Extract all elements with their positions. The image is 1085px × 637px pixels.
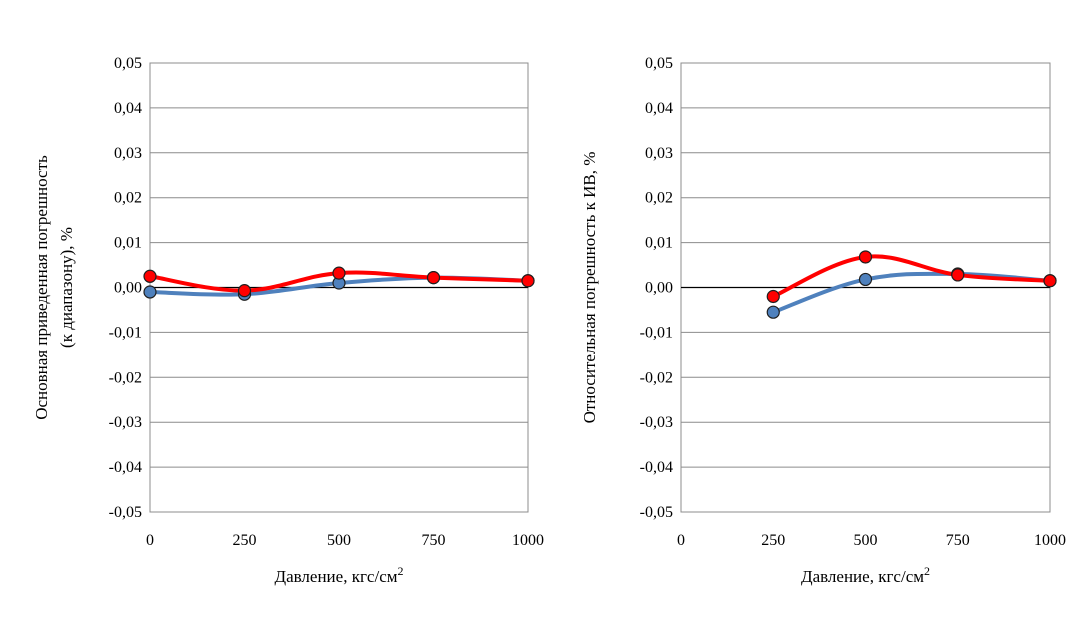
y-tick-label: 0,02: [645, 190, 673, 207]
y-tick-label: 0,04: [114, 100, 142, 117]
y-axis-title: Основная приведенная погрешность: [32, 155, 51, 420]
y-tick-label: 0,03: [645, 145, 673, 162]
x-tick-label: 500: [854, 532, 878, 549]
x-tick-label: 250: [233, 532, 257, 549]
y-tick-label: 0,01: [645, 235, 673, 252]
data-point-series-0: [858, 272, 873, 287]
data-point-series-0: [143, 285, 157, 299]
x-tick-label: 1000: [1034, 532, 1066, 549]
x-tick-label: 250: [761, 532, 785, 549]
data-point-series-1: [426, 271, 441, 285]
x-tick-label: 500: [327, 532, 351, 549]
y-tick-label: 0,03: [114, 145, 142, 162]
y-tick-label: -0,04: [109, 459, 142, 476]
series-line-1: [771, 254, 1052, 299]
x-tick-label: 0: [146, 532, 154, 549]
x-axis-title-superscript: 2: [398, 564, 404, 578]
x-axis-title: Давление, кгс/см2: [801, 564, 930, 586]
data-point-series-1: [143, 269, 157, 283]
y-axis-title: Относительная погрешность к ИВ, %: [580, 152, 599, 424]
chart-left: 0,05 0,04 0,03 0,02 0,01 0,00 -0,01 -0,02 -0,03 -…: [32, 55, 544, 586]
x-axis-title: Давление, кгс/см2: [274, 564, 403, 586]
y-tick-label: 0,05: [645, 55, 673, 72]
data-point-series-1: [521, 274, 535, 288]
data-point-series-1: [766, 289, 780, 304]
y-tick-label: 0,05: [114, 55, 142, 72]
x-tick-label: 0: [677, 532, 685, 549]
data-point-series-1: [1043, 274, 1057, 288]
y-tick-label: -0,04: [640, 459, 673, 476]
y-tick-label: 0,00: [114, 280, 142, 297]
data-point-series-0: [766, 305, 780, 319]
data-point-series-1: [858, 250, 873, 264]
y-tick-label: 0,01: [114, 235, 142, 252]
data-point-series-1: [332, 266, 346, 280]
data-point-series-1: [237, 284, 252, 298]
y-tick-label: -0,03: [109, 414, 142, 431]
chart-right: 0,05 0,04 0,03 0,02 0,01 0,00 -0,01 -0,02 -0,03 -…: [580, 55, 1066, 586]
y-tick-label: -0,02: [640, 369, 673, 386]
y-tick-label: -0,05: [109, 504, 142, 521]
data-point-series-1: [951, 268, 965, 282]
x-tick-label: 750: [422, 532, 446, 549]
x-tick-label: 1000: [512, 532, 544, 549]
y-tick-label: -0,01: [109, 324, 142, 341]
y-tick-label: -0,02: [109, 369, 142, 386]
y-tick-label: -0,01: [640, 324, 673, 341]
y-tick-label: 0,04: [645, 100, 673, 117]
x-axis-title-superscript: 2: [924, 564, 930, 578]
y-tick-label: 0,00: [645, 280, 673, 297]
y-tick-label: -0,05: [640, 504, 673, 521]
y-tick-label: -0,03: [640, 414, 673, 431]
x-tick-label: 750: [946, 532, 970, 549]
y-axis-title: (к диапазону), %: [57, 227, 76, 348]
y-tick-label: 0,02: [114, 190, 142, 207]
